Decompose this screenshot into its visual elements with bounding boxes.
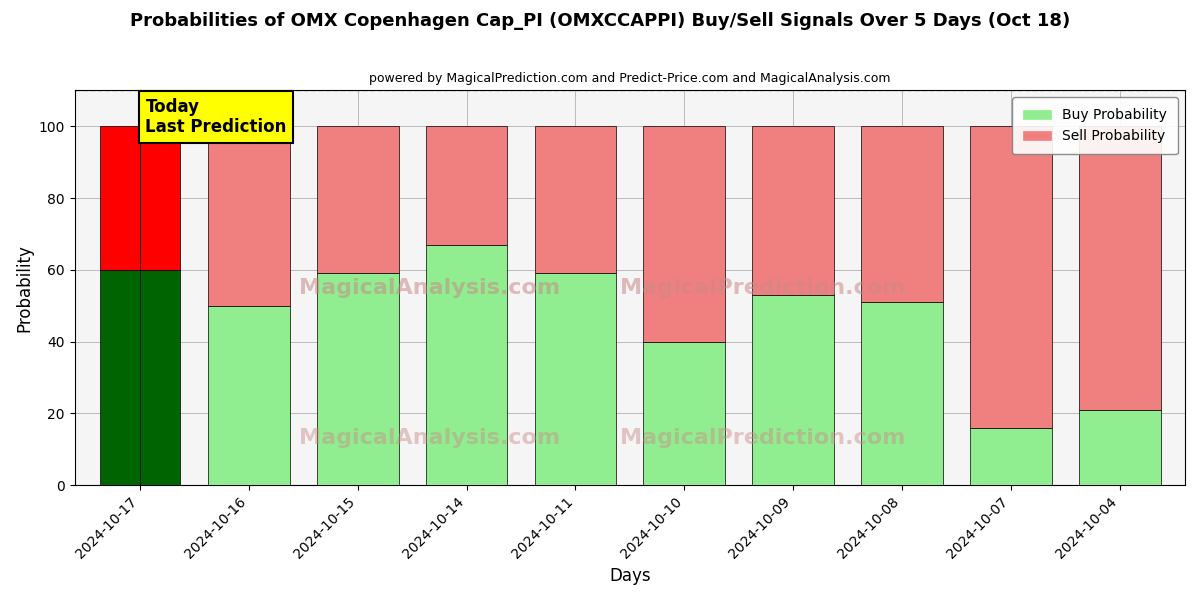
Text: MagicalAnalysis.com: MagicalAnalysis.com (300, 278, 560, 298)
X-axis label: Days: Days (610, 567, 650, 585)
Bar (317, 274, 398, 485)
Bar (100, 126, 140, 270)
Bar (208, 305, 289, 485)
Y-axis label: Probability: Probability (16, 244, 34, 332)
Text: MagicalPrediction.com: MagicalPrediction.com (620, 428, 906, 448)
Text: Today
Last Prediction: Today Last Prediction (145, 98, 287, 136)
Bar (862, 302, 943, 485)
Bar (426, 245, 508, 485)
Text: MagicalAnalysis.com: MagicalAnalysis.com (300, 428, 560, 448)
Bar (140, 270, 180, 485)
Bar (643, 341, 725, 485)
Bar (208, 126, 289, 305)
Bar (100, 270, 140, 485)
Title: powered by MagicalPrediction.com and Predict-Price.com and MagicalAnalysis.com: powered by MagicalPrediction.com and Pre… (370, 72, 890, 85)
Bar (140, 126, 180, 270)
Bar (426, 126, 508, 245)
Text: Probabilities of OMX Copenhagen Cap_PI (OMXCCAPPI) Buy/Sell Signals Over 5 Days : Probabilities of OMX Copenhagen Cap_PI (… (130, 12, 1070, 30)
Bar (1079, 410, 1160, 485)
Bar (643, 126, 725, 341)
Bar (534, 126, 617, 274)
Legend: Buy Probability, Sell Probability: Buy Probability, Sell Probability (1012, 97, 1178, 154)
Bar (534, 274, 617, 485)
Bar (970, 126, 1051, 428)
Bar (317, 126, 398, 274)
Bar (752, 126, 834, 295)
Bar (862, 126, 943, 302)
Bar (752, 295, 834, 485)
Text: MagicalPrediction.com: MagicalPrediction.com (620, 278, 906, 298)
Bar (970, 428, 1051, 485)
Bar (1079, 126, 1160, 410)
